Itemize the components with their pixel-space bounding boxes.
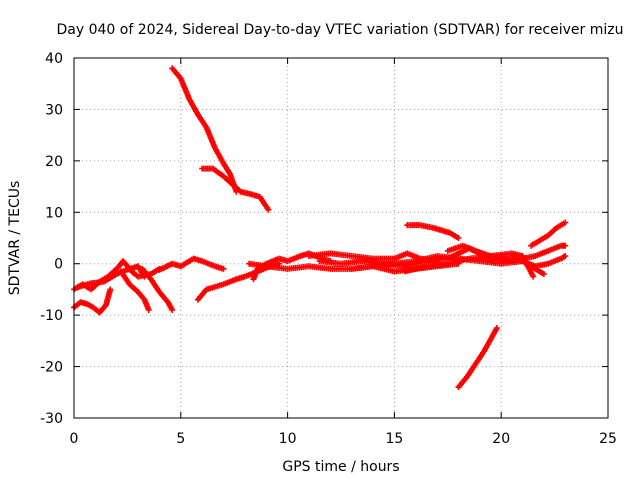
y-axis-label: SDTVAR / TECUs (7, 181, 23, 296)
series-track-21 (444, 242, 547, 277)
data-points (71, 65, 569, 391)
data-point (145, 307, 152, 313)
y-tick-label: 10 (45, 205, 63, 221)
data-point (540, 271, 547, 277)
y-tick-label: 0 (54, 257, 63, 273)
data-point (265, 206, 272, 213)
y-tick-label: 40 (45, 51, 63, 67)
data-point (169, 307, 176, 313)
data-point (562, 242, 569, 249)
x-tick-labels: 0 5 10 15 20 25 (70, 431, 617, 447)
chart-title: Day 040 of 2024, Sidereal Day-to-day VTE… (57, 22, 624, 38)
x-tick-label: 20 (492, 431, 510, 447)
series-track-2 (71, 286, 114, 316)
data-point (107, 286, 114, 293)
data-point (562, 219, 569, 226)
y-tick-label: -20 (40, 360, 63, 376)
x-axis-label: GPS time / hours (282, 459, 399, 475)
y-tick-labels: -30 -20 -10 0 10 20 30 40 (40, 51, 63, 427)
series-track-16 (404, 222, 462, 241)
plot-frame (73, 57, 609, 419)
series-track-5 (139, 265, 176, 313)
x-tick-label: 15 (385, 431, 403, 447)
series-track-20 (528, 219, 569, 249)
data-point (562, 253, 569, 259)
data-point (455, 235, 462, 241)
x-tick-label: 25 (599, 431, 617, 447)
series-track-8 (199, 165, 272, 213)
series-track-3 (75, 263, 148, 290)
y-tick-label: 20 (45, 154, 63, 170)
axis-ticks (73, 57, 609, 419)
data-point (530, 273, 537, 280)
data-point (493, 325, 500, 331)
y-tick-label: 30 (45, 102, 63, 118)
y-tick-label: -30 (40, 411, 63, 427)
series-track-6 (156, 255, 227, 273)
data-point (220, 265, 227, 272)
y-tick-label: -10 (40, 308, 63, 324)
x-tick-label: 5 (176, 431, 185, 447)
series-track-4 (117, 268, 152, 313)
series-track-17 (455, 325, 500, 391)
x-tick-label: 0 (70, 431, 79, 447)
x-tick-label: 10 (279, 431, 297, 447)
